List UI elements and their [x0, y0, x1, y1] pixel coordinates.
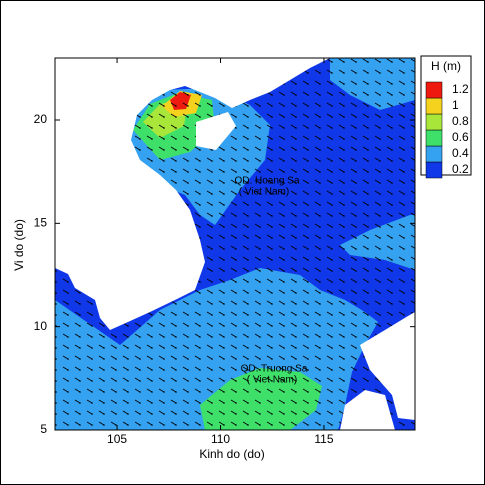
land-philippines	[360, 312, 415, 420]
legend-swatch	[425, 81, 443, 99]
legend-label: 1	[452, 98, 459, 112]
legend-title: H (m)	[431, 59, 461, 73]
annotation: QD. Hoang Sa	[234, 176, 299, 187]
land	[55, 58, 415, 430]
legend-label: 0.4	[452, 146, 469, 160]
legend-swatch	[425, 145, 443, 163]
y-axis-label: Vi do (do)	[12, 219, 26, 271]
plot-border	[54, 57, 416, 431]
legend-swatch	[425, 97, 443, 115]
x-axis-label: Kinh do (do)	[199, 447, 264, 461]
y-tick-label: 15	[34, 216, 48, 230]
x-tick-label: 115	[314, 432, 333, 446]
map-area	[55, 58, 415, 430]
legend-label: 0.2	[452, 162, 469, 176]
y-tick-label: 10	[34, 319, 48, 333]
annotation: ( Viet Nam)	[239, 187, 289, 198]
legend-label: 0.6	[452, 130, 469, 144]
land-borneo	[340, 390, 395, 430]
annotation: ( Viet Nam)	[247, 375, 297, 386]
land-mainland	[55, 58, 330, 330]
legend-label: 0.8	[452, 114, 469, 128]
y-tick-label: 20	[34, 112, 48, 126]
land-hainan	[196, 112, 236, 150]
legend-label: 1.2	[452, 82, 469, 96]
x-tick-label: 105	[107, 432, 127, 446]
y-tick-label: 5	[40, 422, 47, 436]
legend-swatch	[425, 161, 443, 179]
legend-swatch	[425, 129, 443, 147]
annotation: QD. Truong Sa	[241, 364, 308, 375]
x-tick-label: 110	[211, 432, 230, 446]
legend-swatch	[425, 113, 443, 131]
